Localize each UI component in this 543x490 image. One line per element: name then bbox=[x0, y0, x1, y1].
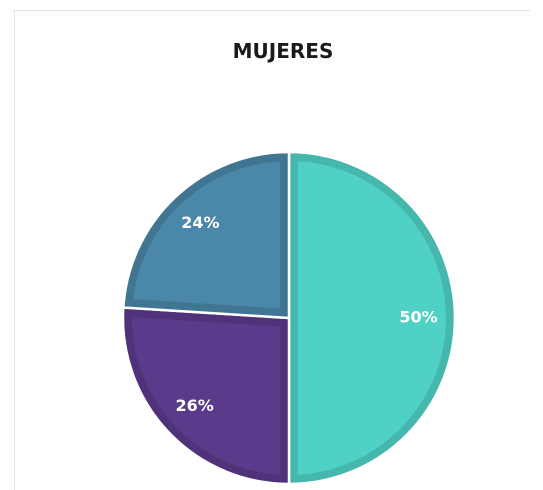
data-label: 50% bbox=[399, 308, 437, 327]
chart-title: MUJERES bbox=[233, 39, 334, 63]
pie-slice bbox=[123, 307, 290, 484]
slice-separator bbox=[122, 150, 291, 320]
slice-separator bbox=[287, 150, 457, 486]
slice-separator bbox=[121, 306, 291, 486]
data-label: 24% bbox=[181, 213, 219, 232]
pie-slice bbox=[289, 152, 455, 484]
data-label: 26% bbox=[175, 396, 213, 415]
pie-slice bbox=[123, 152, 289, 318]
